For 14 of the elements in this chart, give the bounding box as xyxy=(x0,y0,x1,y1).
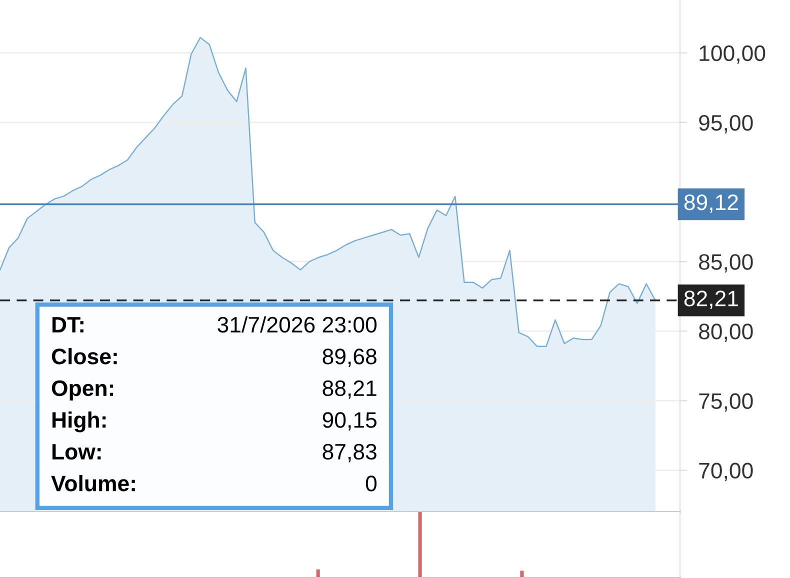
text: Low: 87,83 xyxy=(52,444,376,462)
y-tick-label: 80,00 xyxy=(699,324,753,342)
y-tick-label: 95,00 xyxy=(699,114,753,134)
text: Volume: 0 xyxy=(51,475,377,492)
text: DT: 31/7/2026 23:00 xyxy=(52,316,377,333)
y-tick-label: 85,00 xyxy=(699,254,753,272)
y-tick-label: 75,00 xyxy=(699,393,753,412)
ref-line-label: 82,21 xyxy=(684,290,738,309)
text: Open: 88,21 xyxy=(52,380,376,400)
y-tick-label: 100,00 xyxy=(700,45,766,64)
y-tick-label: 70,00 xyxy=(699,462,753,482)
text: Close: 89,68 xyxy=(52,348,376,367)
text: High: 90,15 xyxy=(52,411,376,432)
ref-line-label: 89,12 xyxy=(684,194,738,213)
